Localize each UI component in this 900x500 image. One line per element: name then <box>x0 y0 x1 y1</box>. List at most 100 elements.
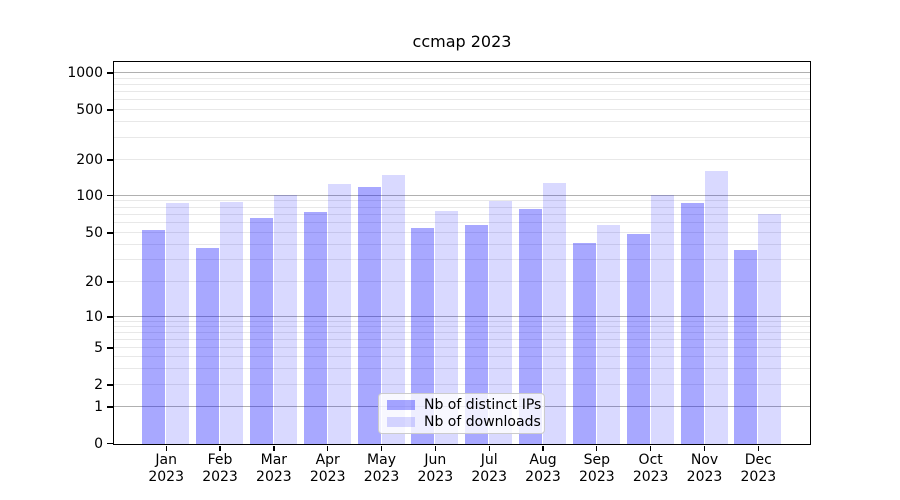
bar-downloads-sep <box>596 225 620 444</box>
gridline-minor <box>114 259 810 261</box>
gridline-minor <box>114 83 810 85</box>
bar-distinct_ips-apr <box>303 211 327 444</box>
y-tick-mark <box>107 281 113 283</box>
x-tick-mark <box>380 445 383 451</box>
x-tick-mark <box>650 445 652 451</box>
gridline-major <box>114 194 810 196</box>
y-axis-tick-label: 1 <box>94 399 103 415</box>
x-axis-tick-label: Aug 2023 <box>507 452 579 486</box>
y-tick-mark <box>107 232 113 234</box>
gridline-minor <box>114 384 810 385</box>
y-axis-tick-label: 500 <box>76 102 103 118</box>
bar-distinct_ips-may <box>357 186 381 444</box>
bar-distinct_ips-jun <box>411 228 435 444</box>
y-tick-mark <box>107 159 113 161</box>
bar-downloads-aug <box>543 182 566 444</box>
x-axis-tick-year: 2023 <box>202 469 238 485</box>
x-tick-mark <box>165 445 167 451</box>
y-tick-mark <box>107 384 113 386</box>
bar-downloads-jun <box>435 210 459 444</box>
y-tick-mark <box>107 194 113 197</box>
bar-distinct_ips-sep <box>572 242 596 444</box>
bar-downloads-nov <box>704 171 728 444</box>
legend-item-downloads: Nb of downloads <box>387 414 541 430</box>
y-axis-tick-label: 50 <box>85 225 103 241</box>
y-axis-tick-label: 100 <box>76 187 103 204</box>
gridline-minor <box>114 77 810 79</box>
x-axis-tick-year: 2023 <box>309 469 346 485</box>
gridline-minor <box>114 99 810 101</box>
x-axis-tick-label: Nov 2023 <box>669 452 741 486</box>
gridline-minor <box>114 213 810 215</box>
y-axis-tick-label: 1000 <box>67 65 103 81</box>
x-tick-mark <box>273 445 275 451</box>
y-axis-tick-label: 5 <box>94 340 103 356</box>
gridline-minor <box>114 200 810 202</box>
x-axis-tick-year: 2023 <box>632 469 669 485</box>
y-tick-mark <box>107 72 113 74</box>
x-tick-mark <box>542 445 544 451</box>
chart-title: ccmap 2023 <box>412 32 512 51</box>
gridline-minor <box>114 91 810 93</box>
legend-swatch-distinct-ips <box>387 400 415 410</box>
y-axis-tick-label: 200 <box>76 152 103 168</box>
gridline-minor <box>114 356 810 357</box>
plot-area <box>113 61 811 445</box>
x-axis-tick-label: Feb 2023 <box>184 452 256 486</box>
x-tick-mark <box>596 445 598 451</box>
x-axis-tick-label: Jun 2023 <box>399 452 471 486</box>
x-tick-mark <box>219 445 221 451</box>
x-tick-mark <box>757 445 759 451</box>
y-tick-mark <box>107 347 113 349</box>
bar-distinct_ips-oct <box>626 233 650 444</box>
y-axis-tick-label: 2 <box>94 377 103 393</box>
gridline-minor <box>114 109 810 110</box>
gridline-minor <box>114 159 810 160</box>
bar-distinct_ips-feb <box>196 248 220 444</box>
gridline-major <box>114 316 810 317</box>
gridline-minor <box>114 331 810 333</box>
x-axis-tick-year: 2023 <box>740 469 777 485</box>
x-axis-tick-label: Mar 2023 <box>238 452 310 486</box>
bar-downloads-apr <box>327 184 351 444</box>
x-axis-tick-year: 2023 <box>256 469 292 485</box>
y-tick-mark <box>107 109 113 111</box>
bar-distinct_ips-aug <box>519 208 542 444</box>
bar-downloads-jul <box>489 200 513 444</box>
gridline-minor <box>114 320 810 322</box>
legend: Nb of distinct IPs Nb of downloads <box>378 393 545 434</box>
bar-distinct_ips-dec <box>734 249 758 444</box>
legend-swatch-downloads <box>387 417 415 427</box>
bar-downloads-mar <box>273 194 297 444</box>
bar-downloads-dec <box>758 213 782 444</box>
y-tick-mark <box>107 406 113 408</box>
bar-distinct_ips-nov <box>680 202 704 444</box>
x-axis-tick-year: 2023 <box>363 469 400 485</box>
x-tick-mark <box>327 445 329 451</box>
x-axis-tick-year: 2023 <box>525 469 561 485</box>
bar-downloads-oct <box>650 195 674 444</box>
legend-item-distinct-ips: Nb of distinct IPs <box>387 397 541 413</box>
y-axis-tick-label: 10 <box>85 309 103 325</box>
gridline-minor <box>114 206 810 208</box>
x-axis-tick-year: 2023 <box>686 469 723 485</box>
y-tick-mark <box>107 316 113 318</box>
x-axis-tick-label: Sep 2023 <box>561 452 633 486</box>
gridline-minor <box>114 367 810 369</box>
legend-label-downloads: Nb of downloads <box>424 414 541 430</box>
legend-label-distinct-ips: Nb of distinct IPs <box>424 397 542 413</box>
y-axis-tick-label: 20 <box>85 274 103 290</box>
y-axis-tick-label: 0 <box>94 435 103 452</box>
x-axis-tick-label: May 2023 <box>346 452 418 486</box>
x-axis-tick-label: Oct 2023 <box>615 452 687 486</box>
bar-distinct_ips-jul <box>465 224 489 444</box>
gridline-minor <box>114 232 810 233</box>
x-axis-tick-year: 2023 <box>471 469 507 485</box>
x-tick-mark <box>703 445 706 451</box>
bar-downloads-may <box>381 175 405 444</box>
gridline-minor <box>114 222 810 224</box>
x-tick-mark <box>434 445 436 451</box>
gridline-minor <box>114 325 810 327</box>
gridline-major <box>114 72 810 73</box>
